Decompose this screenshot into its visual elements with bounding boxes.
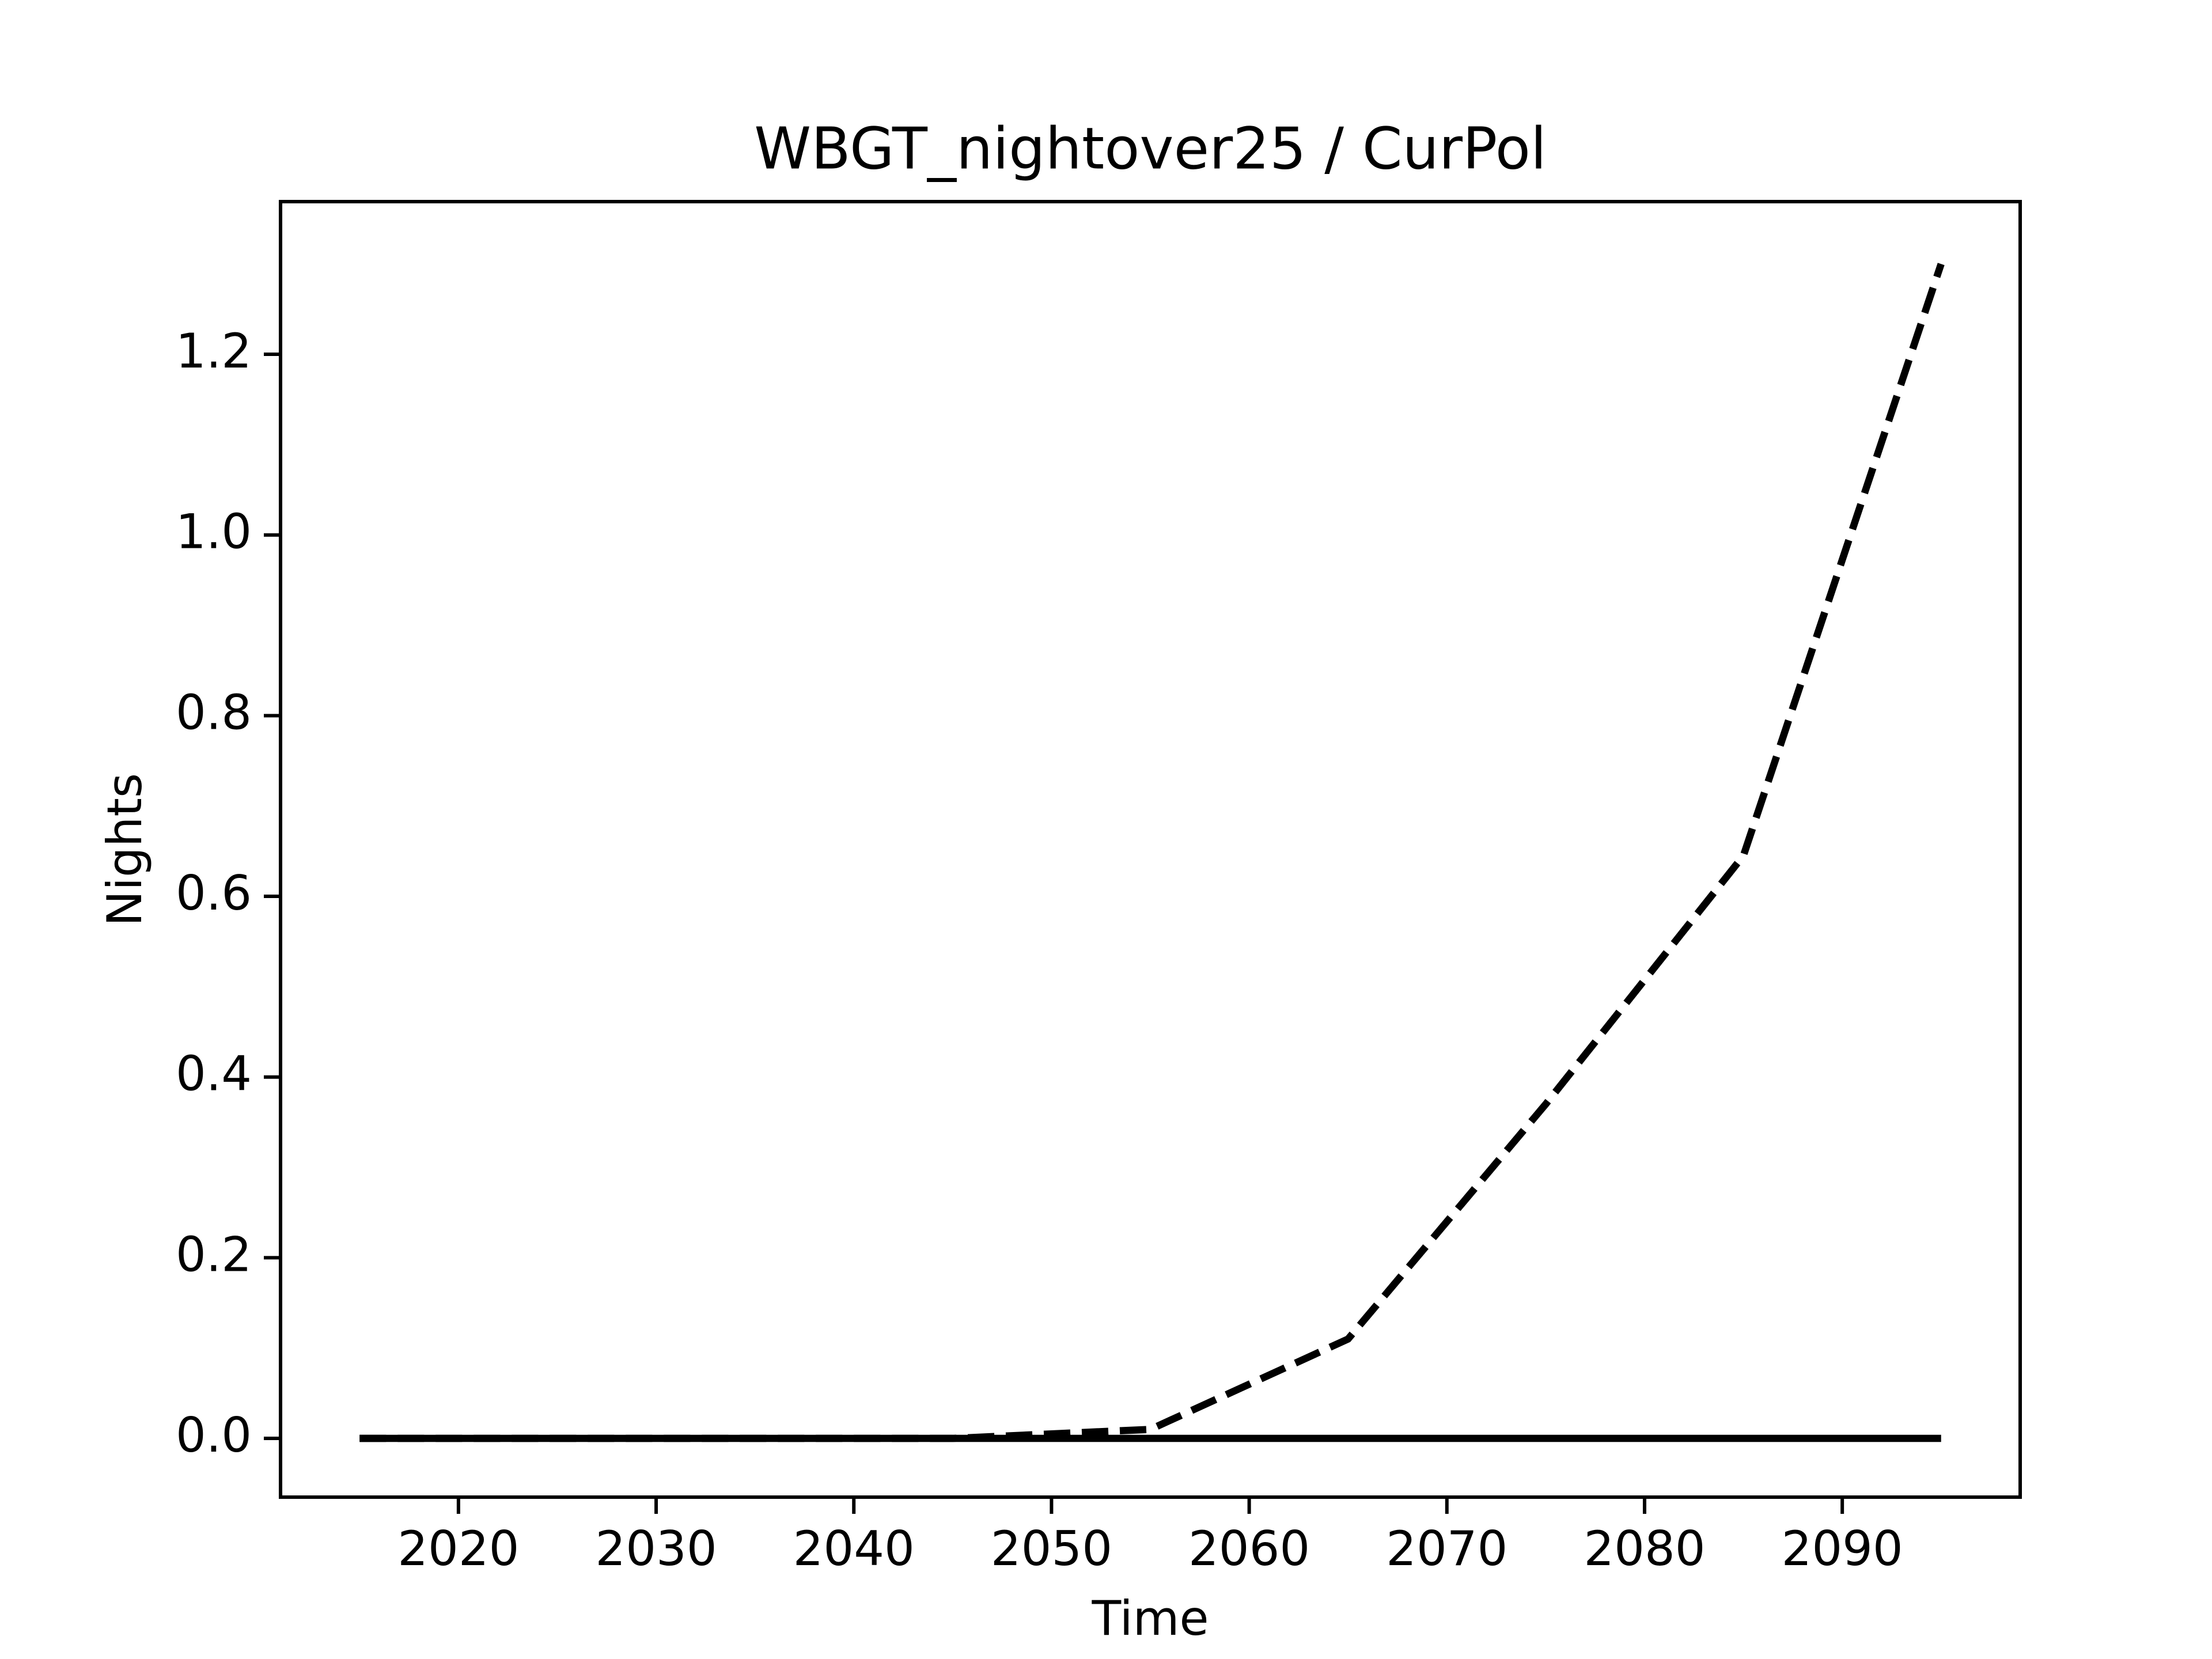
y-tick-label: 0.8 (176, 684, 252, 740)
x-tick-label: 2050 (991, 1521, 1112, 1577)
line-series (359, 263, 1945, 1442)
x-tick-label: 2090 (1782, 1521, 1903, 1577)
y-tick-label: 1.2 (176, 323, 252, 379)
x-tick-label: 2030 (595, 1521, 717, 1577)
y-axis-label: Nights (97, 773, 153, 926)
y-tick-label: 0.0 (176, 1407, 252, 1463)
x-axis-label: Time (1091, 1590, 1209, 1646)
x-tick-label: 2060 (1188, 1521, 1310, 1577)
x-tick-label: 2040 (793, 1521, 915, 1577)
x-tick-label: 2070 (1386, 1521, 1508, 1577)
y-tick-label: 0.4 (176, 1046, 252, 1102)
plot-frame (279, 200, 2022, 1499)
y-tick-label: 0.6 (176, 865, 252, 921)
x-tick-label: 2080 (1584, 1521, 1705, 1577)
y-tick-label: 1.0 (176, 504, 252, 560)
y-tick-label: 0.2 (176, 1226, 252, 1282)
x-tick-label: 2020 (397, 1521, 519, 1577)
chart-title: WBGT_nightover25 / CurPol (754, 115, 1547, 182)
